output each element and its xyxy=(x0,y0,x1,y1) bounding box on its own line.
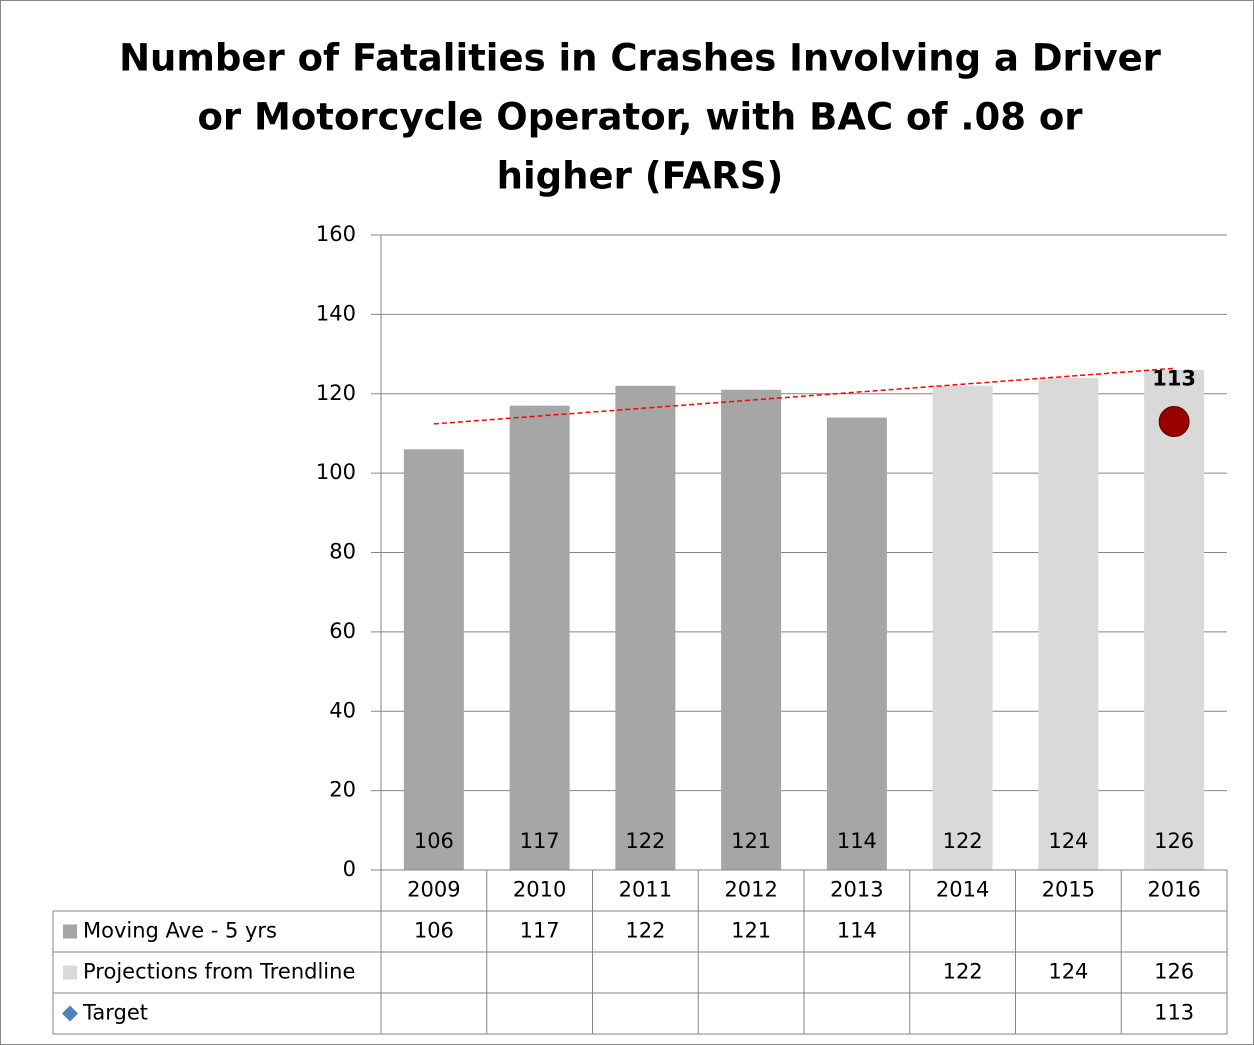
x-tick-label: 2009 xyxy=(407,878,460,902)
data-label: 117 xyxy=(520,829,560,853)
table-value: 122 xyxy=(943,960,983,984)
bar xyxy=(615,385,676,870)
data-label: 122 xyxy=(625,829,665,853)
y-tick-label: 60 xyxy=(329,619,356,643)
bar xyxy=(932,385,993,870)
target-marker xyxy=(1158,406,1190,438)
legend-label: Moving Ave - 5 yrs xyxy=(83,919,277,943)
table-value: 122 xyxy=(625,919,665,943)
data-label: 121 xyxy=(731,829,771,853)
data-label: 122 xyxy=(943,829,983,853)
x-tick-label: 2014 xyxy=(936,878,989,902)
y-tick-label: 80 xyxy=(329,540,356,564)
legend-marker xyxy=(63,924,77,939)
legend-label: Projections from Trendline xyxy=(83,960,355,984)
table-value: 124 xyxy=(1048,960,1088,984)
x-tick-label: 2011 xyxy=(619,878,672,902)
bar xyxy=(403,449,464,870)
bar xyxy=(721,389,782,870)
data-label: 113 xyxy=(1152,367,1196,391)
x-tick-label: 2012 xyxy=(724,878,777,902)
bar xyxy=(509,405,570,870)
table-value: 121 xyxy=(731,919,771,943)
y-tick-label: 40 xyxy=(329,698,356,722)
bar xyxy=(1144,369,1205,870)
chart-title: or Motorcycle Operator, with BAC of .08 … xyxy=(197,96,1083,139)
bar xyxy=(826,417,887,870)
chart-title: Number of Fatalities in Crashes Involvin… xyxy=(119,37,1162,80)
table-value: 117 xyxy=(520,919,560,943)
legend-label: Target xyxy=(82,1001,148,1025)
legend-marker xyxy=(63,965,77,980)
table-value: 106 xyxy=(414,919,454,943)
y-tick-label: 20 xyxy=(329,778,356,802)
data-label: 126 xyxy=(1154,829,1194,853)
trendline xyxy=(433,367,1175,425)
data-label: 106 xyxy=(414,829,454,853)
x-tick-label: 2015 xyxy=(1042,878,1095,902)
table-value: 114 xyxy=(837,919,877,943)
data-label: 114 xyxy=(837,829,877,853)
y-tick-label: 100 xyxy=(316,460,356,484)
y-tick-label: 0 xyxy=(343,857,356,881)
x-tick-label: 2010 xyxy=(513,878,566,902)
bar xyxy=(1038,377,1099,870)
legend-marker xyxy=(62,1005,78,1022)
x-tick-label: 2016 xyxy=(1147,878,1200,902)
y-tick-label: 140 xyxy=(316,301,356,325)
y-tick-label: 120 xyxy=(316,381,356,405)
y-tick-label: 160 xyxy=(316,222,356,246)
chart-title: higher (FARS) xyxy=(497,155,784,198)
x-tick-label: 2013 xyxy=(830,878,883,902)
table-value: 113 xyxy=(1154,1001,1194,1025)
data-label: 124 xyxy=(1048,829,1088,853)
table-value: 126 xyxy=(1154,960,1194,984)
